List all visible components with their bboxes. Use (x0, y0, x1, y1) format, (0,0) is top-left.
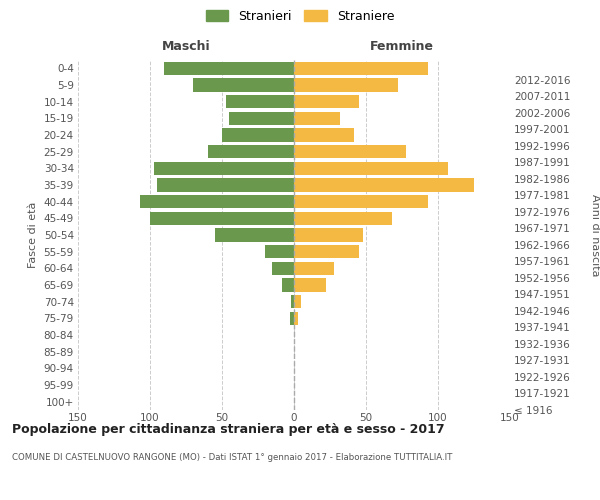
Bar (294, 95, 359, 108)
Text: Popolazione per cittadinanza straniera per età e sesso - 2017: Popolazione per cittadinanza straniera p… (12, 422, 445, 436)
Bar (265, 245, 294, 258)
Bar (208, 145, 294, 158)
Bar (215, 228, 294, 241)
Bar (294, 128, 355, 141)
Bar (294, 195, 428, 208)
Bar (283, 278, 294, 291)
Bar (294, 312, 298, 325)
Bar (294, 112, 340, 125)
Bar (294, 78, 398, 92)
Bar (229, 112, 294, 125)
Bar (294, 262, 334, 275)
Bar (294, 212, 392, 225)
Bar (164, 62, 294, 75)
Bar (294, 245, 359, 258)
Bar (294, 228, 363, 241)
Bar (154, 162, 294, 175)
Bar (290, 312, 294, 325)
Bar (193, 78, 294, 92)
Bar (294, 145, 406, 158)
Text: COMUNE DI CASTELNUOVO RANGONE (MO) - Dati ISTAT 1° gennaio 2017 - Elaborazione T: COMUNE DI CASTELNUOVO RANGONE (MO) - Dat… (12, 452, 452, 462)
Bar (291, 295, 294, 308)
Bar (294, 278, 326, 291)
Bar (226, 95, 294, 108)
Bar (140, 195, 294, 208)
Bar (294, 162, 448, 175)
Bar (294, 62, 428, 75)
Bar (222, 128, 294, 141)
Legend: Stranieri, Straniere: Stranieri, Straniere (202, 6, 398, 26)
Bar (150, 212, 294, 225)
Text: Femmine: Femmine (370, 40, 434, 52)
Y-axis label: Fasce di età: Fasce di età (28, 202, 38, 268)
Y-axis label: Anni di nascita: Anni di nascita (590, 194, 600, 276)
Bar (157, 178, 294, 192)
Bar (272, 262, 294, 275)
Bar (294, 178, 474, 192)
Text: Maschi: Maschi (161, 40, 211, 52)
Bar (294, 295, 301, 308)
